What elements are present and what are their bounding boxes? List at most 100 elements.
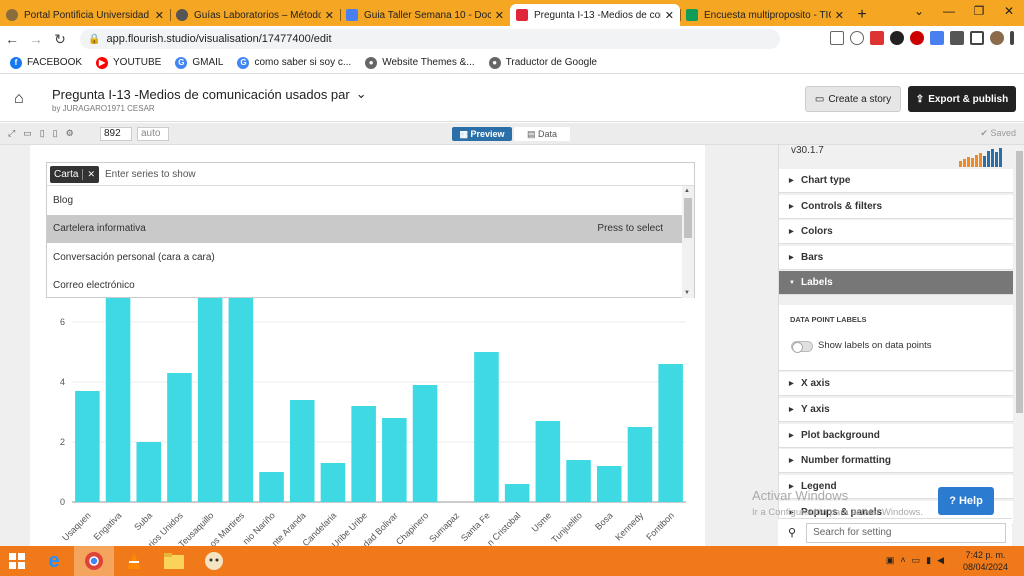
bar[interactable] [382, 418, 407, 502]
new-tab-icon[interactable]: + [857, 6, 867, 23]
export-publish-button[interactable]: ⇪ Export & publish [908, 86, 1016, 112]
star-icon[interactable] [850, 31, 864, 45]
browser-tab[interactable]: Guia Taller Semana 10 - Docu ✕ [340, 4, 510, 26]
bar[interactable] [75, 391, 100, 502]
sidebar-scroll-thumb[interactable] [1016, 151, 1023, 413]
bar[interactable] [289, 400, 315, 502]
settings-section[interactable]: Labels [779, 271, 1013, 295]
settings-section[interactable]: Colors [779, 220, 1013, 244]
home-icon[interactable]: ⌂ [14, 90, 24, 107]
forward-icon[interactable]: → [29, 31, 43, 47]
series-input-row[interactable]: Carta ✕ Enter series to show [47, 163, 694, 186]
browser-tab[interactable]: Guías Laboratorios – Métodos ✕ [170, 4, 340, 26]
extension-adblock-icon[interactable] [910, 31, 924, 45]
file-explorer-icon[interactable] [154, 546, 194, 576]
series-option[interactable]: Blog [47, 186, 683, 215]
puzzle-icon[interactable] [950, 31, 964, 45]
bar[interactable] [627, 427, 653, 502]
extension-red-icon[interactable] [870, 31, 884, 45]
vlc-icon[interactable] [114, 546, 154, 576]
close-icon[interactable]: ✕ [494, 9, 504, 22]
bar[interactable] [535, 421, 561, 502]
series-option[interactable]: Conversación personal (cara a cara) [47, 243, 683, 272]
network-icon[interactable]: ▮ [926, 555, 932, 565]
tab-preview[interactable]: ▦ Preview [452, 127, 512, 141]
close-icon[interactable]: ✕ [1003, 4, 1015, 18]
bar[interactable] [566, 460, 591, 502]
menu-icon[interactable] [1010, 31, 1014, 45]
series-chip[interactable]: Carta ✕ [50, 165, 99, 183]
browser-tab[interactable]: Encuesta multiproposito - TIC ✕ [680, 4, 850, 26]
tablet-icon[interactable]: ▯ [39, 128, 45, 138]
extension-docs-icon[interactable] [930, 31, 944, 45]
series-option[interactable]: Correo electrónico [47, 272, 683, 301]
bookmark-item[interactable]: G GMAIL [175, 56, 223, 69]
bar[interactable] [197, 298, 223, 502]
close-icon[interactable]: ✕ [154, 9, 164, 22]
gear-icon[interactable]: ⚙ [65, 128, 74, 138]
bar[interactable] [259, 472, 284, 502]
reload-icon[interactable]: ↻ [54, 30, 66, 47]
settings-section[interactable]: Plot background [779, 423, 1013, 448]
desktop-icon[interactable]: ▭ [23, 128, 32, 138]
bar[interactable] [474, 352, 499, 502]
bar[interactable] [658, 364, 683, 502]
bookmark-item[interactable]: ● Website Themes &... [365, 56, 475, 69]
chevron-down-icon[interactable]: ⌄ [355, 86, 367, 101]
series-select[interactable]: Carta ✕ Enter series to show Blog Cartele… [46, 162, 695, 298]
url-field[interactable]: 🔒 app.flourish.studio/visualisation/1747… [80, 29, 780, 49]
width-input[interactable]: 892 [100, 127, 132, 141]
search-input[interactable]: Search for setting [806, 522, 1007, 543]
tray-device-icon[interactable]: ▭ [911, 555, 921, 565]
extension-dark-icon[interactable] [890, 31, 904, 45]
project-title[interactable]: Pregunta I-13 -Medios de comunicación us… [52, 86, 367, 102]
sidebar-scrollbar[interactable] [1014, 145, 1024, 546]
series-option[interactable]: Cartelera informativa Press to select [47, 214, 683, 243]
clock[interactable]: 7:42 p. m. 08/04/2024 [963, 549, 1008, 573]
bar[interactable] [228, 298, 254, 502]
bar[interactable] [596, 466, 622, 502]
close-icon[interactable]: ✕ [82, 168, 95, 180]
scroll-up-icon[interactable]: ▲ [684, 188, 690, 194]
chrome-icon[interactable] [74, 546, 114, 576]
bar[interactable] [351, 406, 376, 502]
ie-icon[interactable]: e [48, 549, 60, 572]
bookmark-item[interactable]: ▶ YOUTUBE [96, 56, 161, 69]
settings-section[interactable]: X axis [779, 372, 1013, 396]
settings-section[interactable]: Bars [779, 245, 1013, 270]
volume-icon[interactable]: ◀ [937, 555, 944, 565]
close-icon[interactable]: ✕ [834, 9, 844, 22]
scroll-thumb[interactable] [684, 198, 692, 238]
avatar[interactable] [990, 31, 1004, 45]
help-button[interactable]: ? Help [938, 487, 994, 515]
bar[interactable] [412, 385, 438, 502]
bar[interactable] [167, 373, 192, 502]
series-placeholder[interactable]: Enter series to show [105, 168, 196, 180]
tab-data[interactable]: ▤ Data [514, 127, 570, 141]
options-scrollbar[interactable]: ▲ ▼ [682, 186, 694, 298]
close-icon[interactable]: ✕ [324, 9, 334, 22]
minimize-icon[interactable]: — [943, 4, 955, 18]
settings-section[interactable]: Chart type [779, 169, 1013, 193]
phone-icon[interactable]: ▯ [52, 128, 58, 138]
tray-app-icon[interactable]: ▣ [885, 555, 895, 565]
browser-tab[interactable]: Pregunta I-13 -Medios de com ✕ [510, 4, 680, 26]
bookmark-item[interactable]: f FACEBOOK [10, 56, 82, 69]
settings-section[interactable]: Number formatting [779, 449, 1013, 474]
chevron-down-icon[interactable]: ⌄ [913, 4, 925, 18]
scroll-down-icon[interactable]: ▼ [684, 290, 690, 296]
back-icon[interactable]: ← [5, 31, 19, 47]
bar[interactable] [136, 442, 162, 502]
create-story-button[interactable]: ▭ Create a story [805, 86, 901, 112]
app-character-icon[interactable] [194, 546, 234, 576]
restore-icon[interactable]: ❐ [973, 4, 985, 18]
bar[interactable] [105, 298, 131, 502]
sidepanel-icon[interactable] [970, 31, 984, 45]
bar[interactable] [504, 484, 530, 502]
close-icon[interactable]: ✕ [664, 9, 674, 22]
windows-start-icon[interactable] [0, 546, 34, 576]
height-input[interactable]: auto [137, 127, 169, 141]
browser-tab[interactable]: Portal Pontificia Universidad Ja ✕ [0, 4, 170, 26]
bookmark-item[interactable]: ● Traductor de Google [488, 56, 597, 69]
